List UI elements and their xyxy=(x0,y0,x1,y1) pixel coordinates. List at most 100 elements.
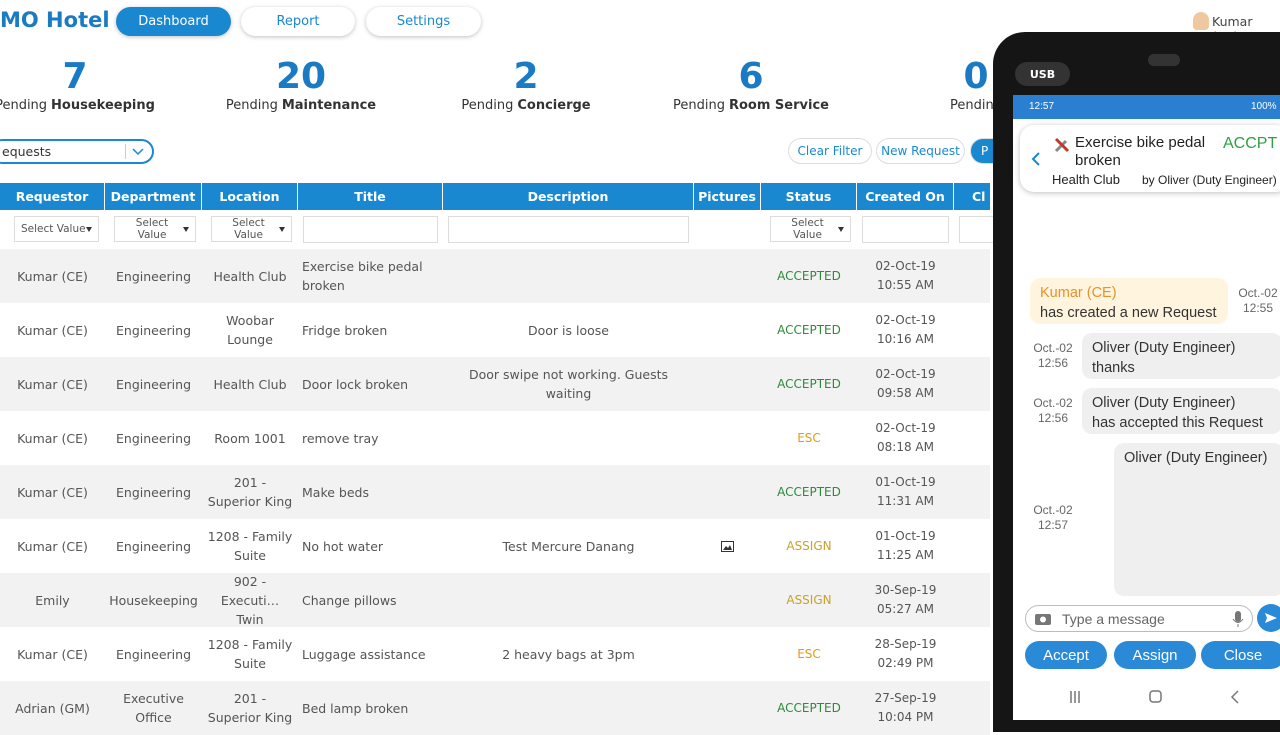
column-header[interactable]: Requestor xyxy=(0,183,105,210)
created-date: 27-Sep-19 xyxy=(874,691,937,705)
column-filter-select[interactable]: Select Value xyxy=(770,216,851,242)
column-header[interactable]: Description xyxy=(443,183,694,210)
cell-picture[interactable] xyxy=(694,519,761,573)
select-arrow xyxy=(279,226,285,232)
send-icon xyxy=(1265,613,1277,623)
usb-text: USB xyxy=(1029,67,1056,81)
column-header[interactable]: Title xyxy=(298,183,443,210)
table-row[interactable] xyxy=(0,519,990,573)
cell-location: 1208 - Family Suite xyxy=(207,637,293,671)
cell-location: Health Club xyxy=(213,268,287,284)
request-card: Exercise bike pedal broken ACCPT Health … xyxy=(1020,125,1280,192)
message-time: Oct.-02 12:56 xyxy=(1031,396,1075,426)
table-row[interactable] xyxy=(0,249,990,303)
select-arrow xyxy=(86,226,92,232)
action-button[interactable]: Assign xyxy=(1114,641,1196,669)
cell-created: 01-Oct-19 11:25 AM xyxy=(857,519,954,573)
column-filter-input[interactable] xyxy=(303,216,438,243)
cell-department: Engineering xyxy=(116,268,191,284)
column-header[interactable]: Location xyxy=(202,183,298,210)
cell-requestor: Kumar (CE) xyxy=(17,322,88,338)
cell-created: 02-Oct-19 08:18 AM xyxy=(857,411,954,465)
select-arrow xyxy=(183,226,189,232)
request-status: ACCPT xyxy=(1223,135,1278,152)
mic-icon[interactable] xyxy=(1232,610,1244,628)
cell-requestor: Kumar (CE) xyxy=(17,268,88,284)
stat-label[interactable]: Pending xyxy=(876,96,1076,114)
stat-category: Concierge xyxy=(517,97,591,113)
cell-description: Test Mercure Danang xyxy=(502,538,635,554)
created-date: 28-Sep-19 xyxy=(874,637,937,651)
created-date: 02-Oct-19 xyxy=(875,313,936,327)
message-sender: Kumar (CE) xyxy=(1040,285,1117,301)
stat-label[interactable]: Pending Housekeeping xyxy=(0,96,175,114)
stat-prefix: Pending xyxy=(0,97,48,113)
toolbar-button[interactable]: Clear Filter xyxy=(788,138,872,164)
column-header[interactable]: Created On xyxy=(857,183,954,210)
cell-status: ACCEPTED xyxy=(777,701,841,715)
send-button[interactable] xyxy=(1257,604,1280,632)
cell-requestor: Kumar (CE) xyxy=(17,430,88,446)
request-assignee: by Oliver (Duty Engineer) xyxy=(1142,173,1277,187)
message-clock: 12:57 xyxy=(1037,518,1069,532)
nav-tab[interactable]: Dashboard xyxy=(116,7,231,36)
nav-tab[interactable]: Report xyxy=(241,7,355,36)
cell-status: ESC xyxy=(797,647,821,661)
cell-requestor: Kumar (CE) xyxy=(17,484,88,500)
column-header[interactable]: Status xyxy=(761,183,857,210)
action-button[interactable]: Accept xyxy=(1025,641,1107,669)
view-select-text: equests xyxy=(2,144,52,159)
select-placeholder: Select Value xyxy=(232,217,265,241)
column-header[interactable]: Pictures xyxy=(694,183,761,210)
column-filter-input[interactable] xyxy=(862,216,949,243)
message-date: Oct.-02 xyxy=(1033,503,1073,517)
back-button[interactable] xyxy=(1030,151,1042,167)
table-row[interactable] xyxy=(0,357,990,411)
toolbar-button[interactable]: New Request xyxy=(876,138,965,164)
cell-description: Door is loose xyxy=(528,322,609,338)
cell-title: Bed lamp broken xyxy=(302,700,409,716)
table-row[interactable] xyxy=(0,573,990,627)
stat-label[interactable]: Pending Concierge xyxy=(426,96,626,114)
message-text: thanks xyxy=(1092,360,1135,376)
stat-label[interactable]: Pending Room Service xyxy=(651,96,851,114)
column-filter-select[interactable]: Select Value xyxy=(114,216,196,242)
stat-label[interactable]: Pending Maintenance xyxy=(201,96,401,114)
message-date: Oct.-02 xyxy=(1033,396,1073,410)
view-select[interactable]: equests xyxy=(0,139,154,164)
message-time: Oct.-02 12:55 xyxy=(1236,286,1280,316)
message-input[interactable]: Type a message xyxy=(1025,605,1253,632)
created-time: 11:31 AM xyxy=(877,494,934,508)
table-row[interactable] xyxy=(0,627,990,681)
column-header[interactable]: Department xyxy=(105,183,202,210)
cell-title: remove tray xyxy=(302,430,379,446)
cell-requestor: Kumar (CE) xyxy=(17,538,88,554)
request-location: Health Club xyxy=(1052,172,1120,187)
created-time: 10:55 AM xyxy=(877,278,934,292)
message-time: Oct.-02 12:57 xyxy=(1031,503,1075,533)
cell-status: ASSIGN xyxy=(786,539,832,553)
message-clock: 12:56 xyxy=(1037,356,1069,370)
message-clock: 12:55 xyxy=(1242,301,1274,315)
column-filter-select[interactable]: Select Value xyxy=(14,216,99,242)
cell-title: No hot water xyxy=(302,538,384,554)
stat-count: 20 xyxy=(275,55,327,97)
table-row[interactable] xyxy=(0,465,990,519)
created-time: 08:18 AM xyxy=(877,440,934,454)
cell-department: Engineering xyxy=(116,538,191,554)
action-button[interactable]: Close xyxy=(1201,641,1280,669)
message-sender: Oliver (Duty Engineer) xyxy=(1092,395,1236,411)
table-row[interactable] xyxy=(0,303,990,357)
column-filter-input[interactable] xyxy=(448,216,689,243)
stat-count: 0 xyxy=(963,55,989,97)
camera-icon xyxy=(1035,614,1051,625)
nav-tab[interactable]: Settings xyxy=(366,7,481,36)
table-row[interactable] xyxy=(0,411,990,465)
cell-created: 27-Sep-19 10:04 PM xyxy=(857,681,954,735)
cell-department: Engineering xyxy=(116,430,191,446)
input-placeholder: Type a message xyxy=(1062,610,1165,627)
cell-created: 02-Oct-19 10:16 AM xyxy=(857,303,954,357)
cell-status: ESC xyxy=(797,431,821,445)
column-filter-select[interactable]: Select Value xyxy=(211,216,292,242)
column-filter-input[interactable] xyxy=(959,216,995,243)
